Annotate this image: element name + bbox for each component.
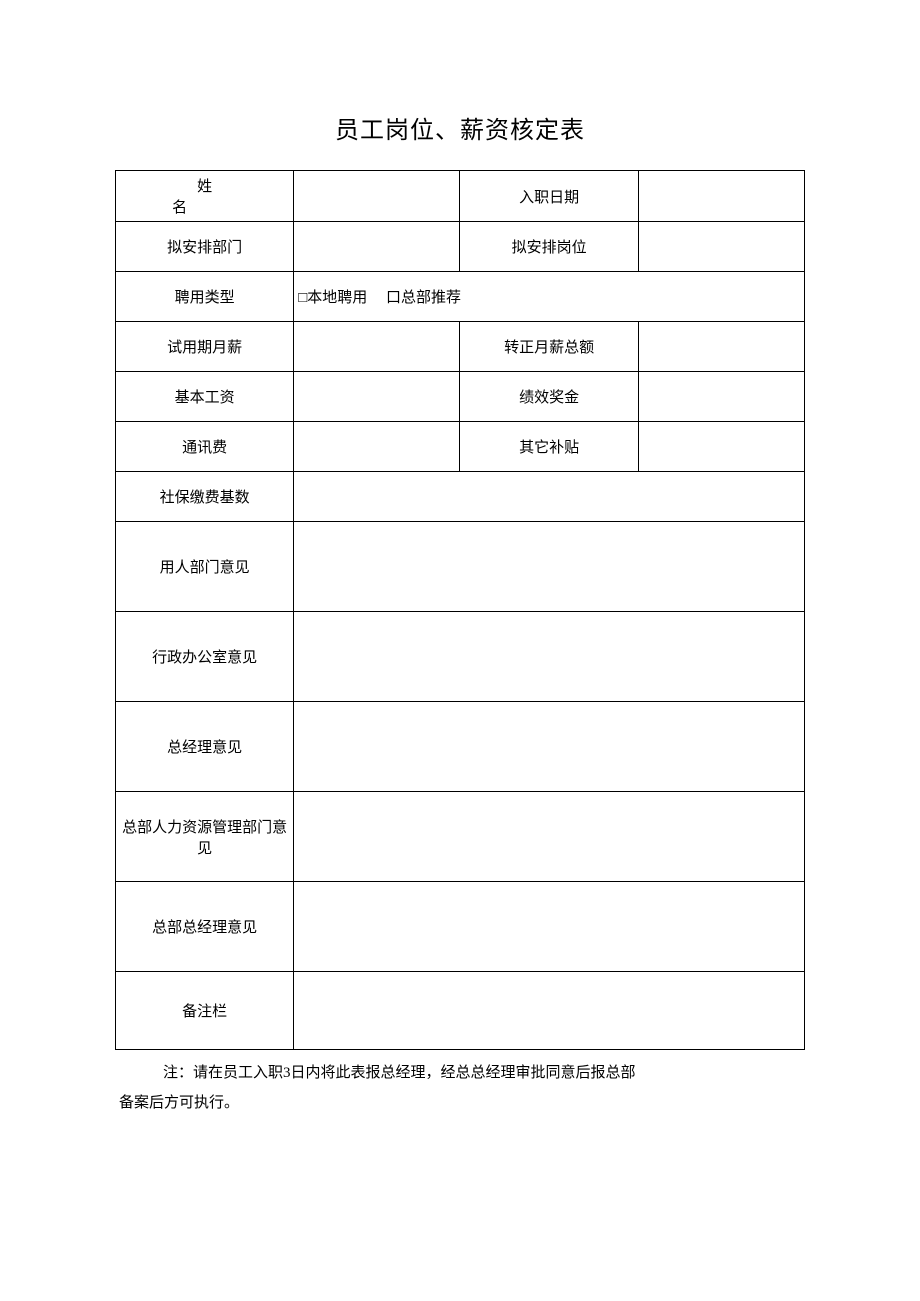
table-row: 基本工资 绩效奖金 — [116, 372, 805, 422]
probation-salary-label: 试用期月薪 — [116, 322, 294, 372]
performance-bonus-label: 绩效奖金 — [460, 372, 638, 422]
table-row: 用人部门意见 — [116, 522, 805, 612]
employment-type-label: 聘用类型 — [116, 272, 294, 322]
name-label: 姓名 — [116, 171, 294, 222]
remarks-label: 备注栏 — [116, 972, 294, 1050]
performance-bonus-value[interactable] — [638, 372, 804, 422]
communication-fee-value[interactable] — [294, 422, 460, 472]
base-salary-value[interactable] — [294, 372, 460, 422]
admin-office-opinion-label: 行政办公室意见 — [116, 612, 294, 702]
entry-date-label: 入职日期 — [460, 171, 638, 222]
employment-type-value[interactable]: □本地聘用 口总部推荐 — [294, 272, 805, 322]
hiring-dept-opinion-label: 用人部门意见 — [116, 522, 294, 612]
form-container: 员工岗位、薪资核定表 姓名 入职日期 拟安排部门 拟安排岗位 聘用类型 □本地聘… — [115, 110, 805, 1118]
table-row: 试用期月薪 转正月薪总额 — [116, 322, 805, 372]
local-hire-checkbox[interactable]: □本地聘用 — [298, 290, 367, 306]
other-allowance-value[interactable] — [638, 422, 804, 472]
position-value[interactable] — [638, 222, 804, 272]
gm-opinion-value[interactable] — [294, 702, 805, 792]
regular-salary-label: 转正月薪总额 — [460, 322, 638, 372]
hq-hr-opinion-label: 总部人力资源管理部门意见 — [116, 792, 294, 882]
table-row: 姓名 入职日期 — [116, 171, 805, 222]
position-label: 拟安排岗位 — [460, 222, 638, 272]
table-row: 通讯费 其它补贴 — [116, 422, 805, 472]
table-row: 备注栏 — [116, 972, 805, 1050]
table-row: 社保缴费基数 — [116, 472, 805, 522]
social-insurance-base-label: 社保缴费基数 — [116, 472, 294, 522]
hq-gm-opinion-value[interactable] — [294, 882, 805, 972]
entry-date-value[interactable] — [638, 171, 804, 222]
remarks-value[interactable] — [294, 972, 805, 1050]
table-row: 总部总经理意见 — [116, 882, 805, 972]
footnote-line1: 注：请在员工入职3日内将此表报总经理，经总总经理审批同意后报总部 — [115, 1058, 805, 1088]
department-label: 拟安排部门 — [116, 222, 294, 272]
base-salary-label: 基本工资 — [116, 372, 294, 422]
hq-recommend-checkbox[interactable]: 口总部推荐 — [386, 290, 461, 306]
regular-salary-value[interactable] — [638, 322, 804, 372]
gm-opinion-label: 总经理意见 — [116, 702, 294, 792]
hq-gm-opinion-label: 总部总经理意见 — [116, 882, 294, 972]
form-title: 员工岗位、薪资核定表 — [115, 110, 805, 145]
salary-form-table: 姓名 入职日期 拟安排部门 拟安排岗位 聘用类型 □本地聘用 口总部推荐 试用期… — [115, 170, 805, 1050]
hq-hr-opinion-value[interactable] — [294, 792, 805, 882]
hiring-dept-opinion-value[interactable] — [294, 522, 805, 612]
department-value[interactable] — [294, 222, 460, 272]
probation-salary-value[interactable] — [294, 322, 460, 372]
table-row: 拟安排部门 拟安排岗位 — [116, 222, 805, 272]
table-row: 总部人力资源管理部门意见 — [116, 792, 805, 882]
communication-fee-label: 通讯费 — [116, 422, 294, 472]
table-row: 总经理意见 — [116, 702, 805, 792]
admin-office-opinion-value[interactable] — [294, 612, 805, 702]
table-row: 行政办公室意见 — [116, 612, 805, 702]
name-value[interactable] — [294, 171, 460, 222]
other-allowance-label: 其它补贴 — [460, 422, 638, 472]
social-insurance-base-value[interactable] — [294, 472, 805, 522]
footnote-line2: 备案后方可执行。 — [115, 1088, 805, 1118]
table-row: 聘用类型 □本地聘用 口总部推荐 — [116, 272, 805, 322]
